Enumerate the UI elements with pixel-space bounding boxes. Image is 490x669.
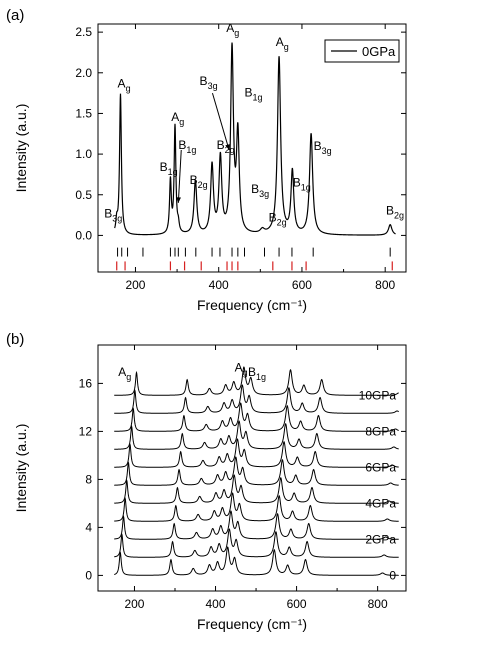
peak-annotation: Ag (118, 76, 131, 93)
pressure-series-line (114, 384, 399, 414)
peak-annotation: Ag (276, 35, 289, 52)
peak-annotation: Ag (171, 110, 184, 127)
peak-annotation: B1g (245, 85, 263, 102)
y-axis-label: Intensity (a.u.) (13, 104, 29, 193)
series-label: 4GPa (365, 496, 396, 510)
pressure-series-line (114, 528, 399, 558)
y-tick-label: 16 (79, 376, 93, 390)
pressure-series-line (114, 546, 399, 576)
peak-annotation: Ag (235, 360, 248, 377)
legend-label: 0GPa (362, 44, 396, 59)
series-0gpa-line (114, 42, 396, 236)
series-label: 0 (389, 568, 396, 582)
peak-annotation: B1g (248, 365, 266, 382)
pressure-series-line (114, 474, 399, 504)
y-tick-label: 0 (85, 568, 92, 582)
y-tick-label: 8 (85, 472, 92, 486)
peak-annotation: B1g (178, 138, 196, 155)
annotation-arrowhead (225, 144, 230, 151)
x-tick-label: 600 (287, 597, 307, 611)
pressure-series-line (114, 438, 399, 468)
peak-annotation: Ag (118, 365, 131, 382)
y-tick-label: 12 (79, 424, 93, 438)
plot-frame (97, 23, 407, 273)
peak-annotation: B1g (293, 176, 311, 193)
y-tick-label: 0.5 (75, 188, 92, 202)
y-tick-label: 1.5 (75, 106, 92, 120)
peak-annotation: B3g (104, 207, 122, 224)
x-tick-label: 400 (206, 597, 226, 611)
peak-annotation: B2g (386, 203, 404, 220)
x-tick-label: 800 (375, 278, 395, 292)
pressure-series-line (114, 492, 399, 522)
y-tick-label: 0.0 (75, 228, 92, 242)
chart-panel-a: 200 400 600 800 0.0 0.5 1.0 1.5 2.0 2.5 Frequency … (13, 21, 407, 313)
panel-label-b: (b) (6, 331, 24, 348)
x-tick-label: 600 (292, 278, 312, 292)
y-tick-label: 2.5 (75, 25, 92, 39)
y-tick-label: 2.0 (75, 66, 92, 80)
peak-annotation: B3g (251, 182, 269, 199)
annotation-arrowhead (176, 197, 181, 203)
y-tick-label: 4 (85, 520, 92, 534)
x-axis-label: Frequency (cm⁻¹) (197, 616, 307, 632)
y-axis-label: Intensity (a.u.) (13, 424, 29, 513)
series-label: 2GPa (365, 532, 396, 546)
annotation-arrow (211, 92, 230, 151)
panel-label-a: (a) (6, 7, 24, 24)
pressure-series-line (114, 456, 399, 486)
pressure-series-line (114, 402, 399, 432)
peak-annotation: B3g (200, 74, 218, 91)
legend-box (324, 39, 400, 63)
x-tick-label: 800 (368, 597, 388, 611)
peak-annotation: B1g (160, 160, 178, 177)
plot-frame (97, 344, 407, 592)
peak-annotation: Ag (226, 21, 239, 38)
x-tick-label: 200 (124, 597, 144, 611)
peak-annotation: B2g (269, 211, 287, 228)
chart-panel-b: 200 400 600 800 0 4 8 12 16 Frequency (cm⁻¹) Inten… (13, 344, 407, 632)
pressure-series-line (114, 420, 399, 450)
annotation-arrow (177, 150, 182, 203)
series-label: 6GPa (365, 460, 396, 474)
x-axis-label: Frequency (cm⁻¹) (197, 297, 307, 313)
peak-annotation: B3g (314, 139, 332, 156)
y-tick-label: 1.0 (75, 147, 92, 161)
x-tick-label: 200 (125, 278, 145, 292)
pressure-series-line (114, 510, 399, 540)
peak-annotation: B2g (217, 138, 235, 155)
series-label: 8GPa (365, 424, 396, 438)
x-tick-label: 400 (209, 278, 229, 292)
series-label: 10GPa (359, 388, 397, 402)
peak-annotation: B2g (190, 173, 208, 190)
pressure-series-line (114, 366, 399, 396)
